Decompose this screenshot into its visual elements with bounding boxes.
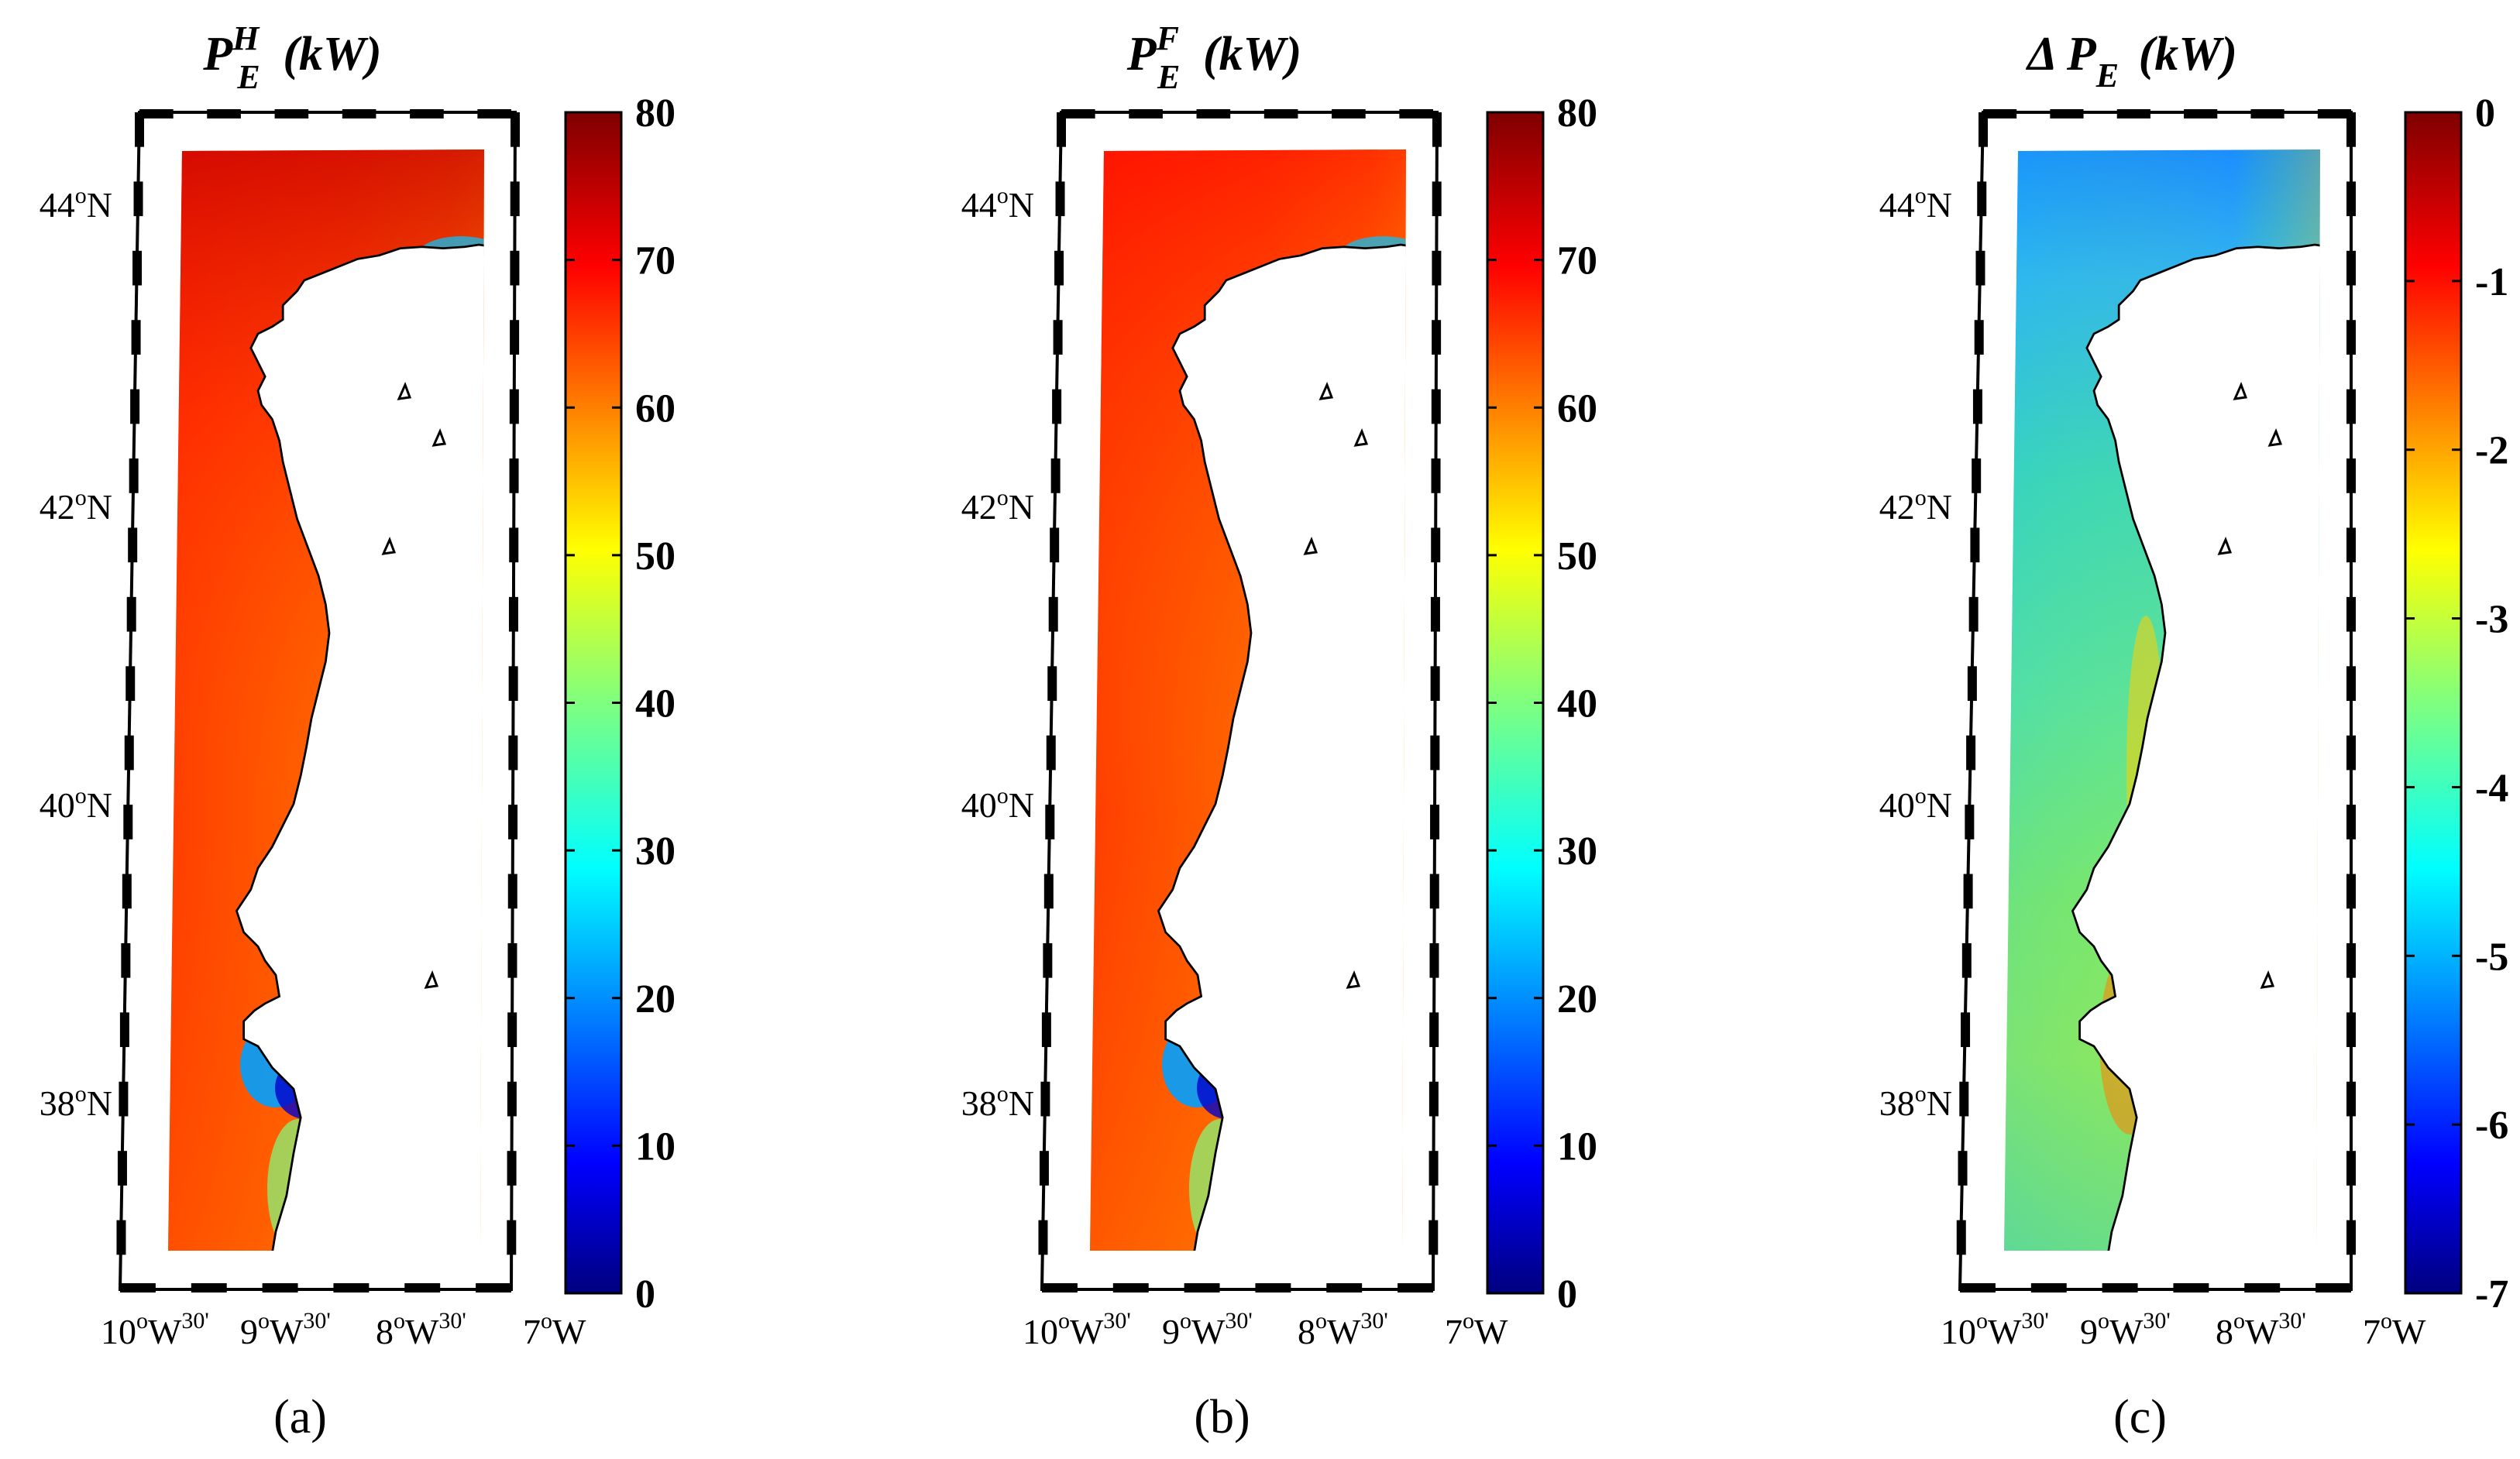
- panel-title: PF E (kW): [1126, 19, 1302, 96]
- panel-label: (c): [2113, 1391, 2167, 1444]
- colorbar-tick-label: -4: [2475, 766, 2508, 810]
- lat-label: 38oN: [961, 1081, 1034, 1123]
- colorbar-tick-label: -3: [2475, 598, 2508, 642]
- lat-label: 38oN: [1879, 1081, 1952, 1123]
- lon-label: 7oW: [1445, 1308, 1508, 1351]
- colorbar-tick-label: -6: [2475, 1104, 2508, 1148]
- lat-label: 40oN: [40, 783, 112, 825]
- colorbar: 0 10 20 30 40 50 60 70 80: [564, 91, 676, 1317]
- colorbar-tick-label: -7: [2475, 1272, 2508, 1317]
- data-field: [2004, 149, 2320, 1251]
- colorbar-tick-label: 0: [635, 1272, 655, 1317]
- lat-label: 44oN: [961, 183, 1034, 225]
- lat-label: 40oN: [1879, 783, 1952, 825]
- panel-title: Δ PE (kW): [2025, 28, 2237, 94]
- colorbar-tick-label: 0: [1557, 1272, 1577, 1317]
- colorbar-tick-label: 60: [1557, 386, 1597, 431]
- colorbar-tick-label: 30: [635, 829, 676, 874]
- colorbar-tick-label: 70: [635, 239, 676, 283]
- lon-label: 9oW30': [2080, 1308, 2171, 1351]
- lon-label: 10oW30': [101, 1308, 209, 1351]
- colorbar-tick-label: 80: [635, 91, 676, 136]
- panel-a: PH E (kW) 44oN 42oN 40oN 38oN 10oW30' 9oW30' 8oW…: [40, 19, 676, 1444]
- data-field: [1090, 149, 1406, 1251]
- colorbar-tick-label: 10: [1557, 1124, 1597, 1169]
- colorbar-tick-label: 30: [1557, 829, 1597, 874]
- lat-label: 38oN: [40, 1081, 112, 1123]
- lat-label: 44oN: [1879, 183, 1952, 225]
- lon-label: 10oW30': [1941, 1308, 2049, 1351]
- lon-label: 8oW30': [376, 1308, 466, 1351]
- colorbar-tick-label: 10: [635, 1124, 676, 1169]
- frame-ticks: [116, 109, 520, 1293]
- colorbar-tick-label: -1: [2475, 260, 2508, 304]
- colorbar-tick-label: 0: [2475, 91, 2495, 136]
- colorbar-tick-label: -5: [2475, 935, 2508, 979]
- lon-label: 8oW30': [2216, 1308, 2306, 1351]
- colorbar-tick-label: -2: [2475, 429, 2508, 473]
- panel-b: PF E (kW) 44oN 42oN 40oN 38oN 10oW30' 9oW30' 8oW…: [961, 19, 1597, 1444]
- colorbar-tick-label: 60: [635, 386, 676, 431]
- colorbar-tick-label: 70: [1557, 239, 1597, 283]
- panel-c: Δ PE (kW) 44oN 42oN 40oN 38oN 10oW30' 9oW30' 8o…: [1879, 28, 2509, 1444]
- lon-label: 7oW: [2363, 1308, 2426, 1351]
- colorbar-tick-label: 20: [635, 977, 676, 1021]
- colorbar-tick-label: 50: [635, 534, 676, 578]
- colorbar-tick-label: 40: [1557, 682, 1597, 726]
- lon-label: 9oW30': [1162, 1308, 1253, 1351]
- lon-label: 8oW30': [1298, 1308, 1388, 1351]
- panel-label: (a): [273, 1391, 327, 1444]
- colorbar-tick-label: 50: [1557, 534, 1597, 578]
- frame-ticks: [1038, 109, 1442, 1293]
- frame-ticks: [1956, 109, 2356, 1293]
- colorbar: 0 -1 -2 -3 -4 -5 -6 -7: [2404, 91, 2508, 1317]
- lon-label: 10oW30': [1023, 1308, 1131, 1351]
- panel-label: (b): [1194, 1391, 1250, 1444]
- lat-label: 40oN: [961, 783, 1034, 825]
- lat-label: 44oN: [40, 183, 112, 225]
- colorbar: 0 10 20 30 40 50 60 70 80: [1486, 91, 1597, 1317]
- colorbar-tick-label: 20: [1557, 977, 1597, 1021]
- colorbar-tick-label: 40: [635, 682, 676, 726]
- lat-label: 42oN: [1879, 485, 1952, 527]
- lat-label: 42oN: [40, 485, 112, 527]
- panel-title: PH E (kW): [202, 19, 381, 96]
- colorbar-tick-label: 80: [1557, 91, 1597, 136]
- lat-label: 42oN: [961, 485, 1034, 527]
- data-field: [168, 149, 484, 1251]
- lon-label: 9oW30': [240, 1308, 331, 1351]
- lon-label: 7oW: [523, 1308, 586, 1351]
